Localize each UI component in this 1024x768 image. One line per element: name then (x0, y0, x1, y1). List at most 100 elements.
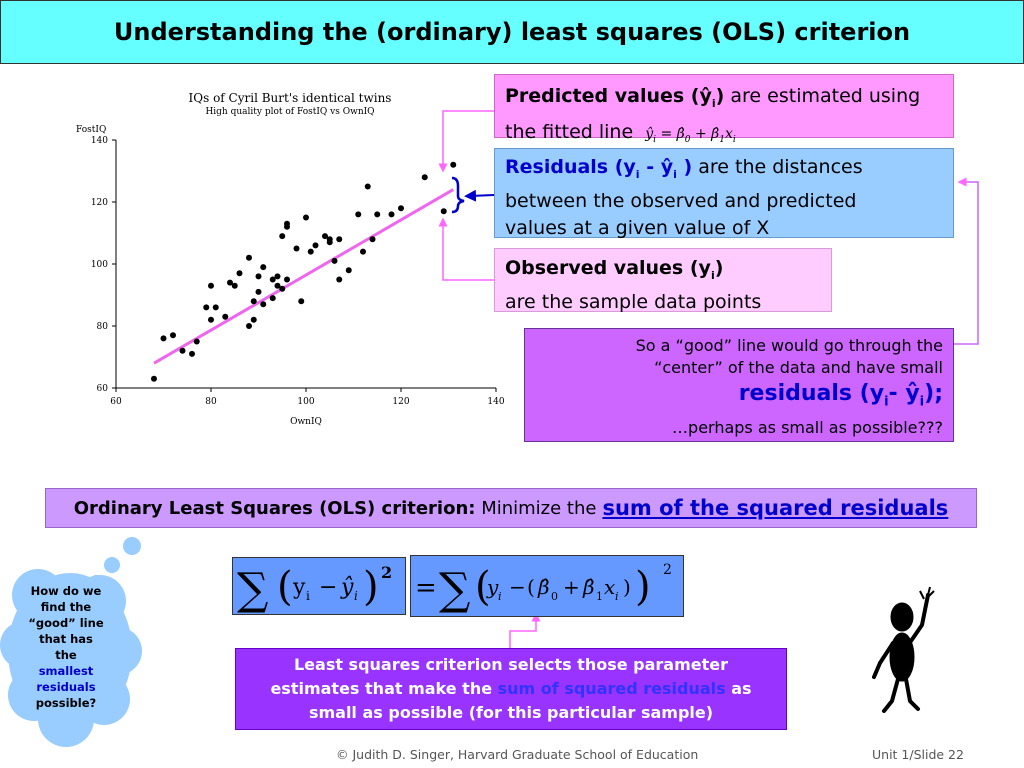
y-tick-label: 100 (91, 260, 108, 270)
data-point (246, 254, 252, 261)
predicted-label: Predicted values (ŷ (505, 85, 712, 107)
residuals-dash: - ŷ (639, 156, 674, 178)
footer-slide-number: Unit 1/Slide 22 (872, 747, 964, 762)
good-line-arrow (954, 177, 979, 345)
ols-text: Minimize the (475, 497, 597, 519)
svg-text:): ) (363, 564, 379, 610)
predicted-arrow (438, 110, 494, 173)
data-point (388, 211, 395, 218)
y-tick-label: 60 (97, 384, 109, 394)
data-point (250, 316, 257, 323)
svg-text:i: i (615, 590, 619, 603)
data-point (189, 350, 195, 357)
x-tick-label: 60 (110, 397, 122, 407)
data-point (293, 245, 300, 252)
data-point (274, 282, 281, 289)
predicted-sub: i (711, 96, 716, 110)
data-point (208, 316, 214, 323)
thought-cloud (0, 537, 142, 747)
cloud-line3: “good” line (28, 616, 104, 630)
ls-text3: small as possible (for this particular s… (308, 703, 714, 722)
sum-squared-residuals-link[interactable]: sum of the squared residuals (602, 496, 949, 520)
observed-close: ) (714, 257, 724, 279)
data-point (208, 282, 214, 289)
data-point (255, 273, 262, 280)
data-point (284, 220, 290, 227)
good-line-text4: …perhaps as small as possible??? (672, 418, 943, 438)
observed-text: are the sample data points (505, 290, 762, 313)
good-line-residuals: residuals (yi- ŷi); (535, 379, 943, 417)
data-point (398, 205, 404, 212)
data-point (231, 282, 238, 289)
predicted-label-end: ) (715, 85, 725, 107)
data-point (179, 347, 186, 354)
svg-text:β̂: β̂ (537, 575, 550, 599)
residuals-sub1: i (635, 167, 640, 181)
scatter-chart: IQs of Cyril Burt's identical twins High… (76, 91, 505, 427)
residual-brace (451, 176, 465, 214)
observed-label: Observed values (y (505, 257, 711, 279)
ls-text2: estimates that make the sum of squared r… (270, 677, 751, 701)
cloud-line2: find the (40, 600, 92, 614)
good-line-text2: “center” of the data and have small (654, 358, 943, 377)
data-point (250, 298, 257, 305)
data-point (336, 236, 343, 243)
good-line-box: So a “good” line would go through the “c… (524, 328, 954, 442)
svg-text:(: ( (475, 564, 491, 610)
data-point (440, 208, 447, 215)
data-point (260, 301, 267, 308)
good-residuals-sub1: i (884, 394, 889, 410)
svg-text:2: 2 (663, 562, 672, 578)
data-point (450, 161, 457, 168)
data-point (303, 214, 309, 221)
svg-text:=: = (415, 573, 437, 603)
cloud-question: How do we find the “good” line that has … (20, 583, 112, 711)
svg-text:∑: ∑ (439, 564, 470, 615)
svg-text:−: − (509, 575, 526, 599)
data-point (298, 298, 305, 305)
fitted-regression-line (153, 188, 455, 365)
residuals-text2: between the observed and predicted (505, 189, 857, 212)
residual-arrow (464, 189, 495, 202)
svg-text:): ) (635, 564, 651, 610)
good-line-text1: So a “good” line would go through the (635, 336, 943, 355)
x-tick-label: 120 (392, 397, 409, 407)
data-point (312, 242, 319, 249)
residuals-label: Residuals (y (505, 156, 636, 178)
data-point (279, 233, 286, 240)
y-tick-label: 120 (91, 198, 108, 208)
data-point (274, 273, 281, 280)
x-tick-label: 80 (205, 397, 217, 407)
ls-text1: Least squares criterion selects those pa… (293, 655, 729, 674)
data-point (322, 233, 328, 240)
svg-text:−: − (319, 575, 337, 600)
chart-title: IQs of Cyril Burt's identical twins (189, 91, 392, 105)
chart-subtitle: High quality plot of FostIQ vs OwnIQ (205, 107, 374, 117)
cloud-line7: residuals (36, 680, 96, 694)
svg-text:i: i (354, 589, 358, 603)
svg-text:β̂: β̂ (582, 575, 595, 599)
data-point (284, 276, 290, 283)
data-point (374, 211, 381, 218)
data-point (364, 183, 371, 190)
predicted-values-box: Predicted values (ŷi) are estimated usin… (494, 74, 954, 145)
svg-text:): ) (623, 575, 631, 599)
good-residuals-end: ); (924, 381, 943, 406)
observed-values-box: Observed values (yi) are the sample data… (494, 248, 832, 313)
data-point (269, 276, 276, 283)
ls-arrow (509, 612, 541, 648)
svg-text:ŷ: ŷ (340, 575, 354, 600)
data-point (160, 335, 167, 342)
predicted-text: are estimated using (724, 85, 921, 107)
data-point (326, 236, 333, 243)
data-point (203, 304, 210, 311)
cloud-line6: smallest (38, 664, 94, 678)
ols-label: Ordinary Least Squares (OLS) criterion: (73, 497, 476, 519)
svg-text:x: x (604, 575, 615, 599)
fitted-line-equation: ŷi = β̂0 + β̂1xi (645, 125, 736, 145)
data-point (331, 257, 338, 264)
footer-copyright: © Judith D. Singer, Harvard Graduate Sch… (336, 747, 699, 762)
